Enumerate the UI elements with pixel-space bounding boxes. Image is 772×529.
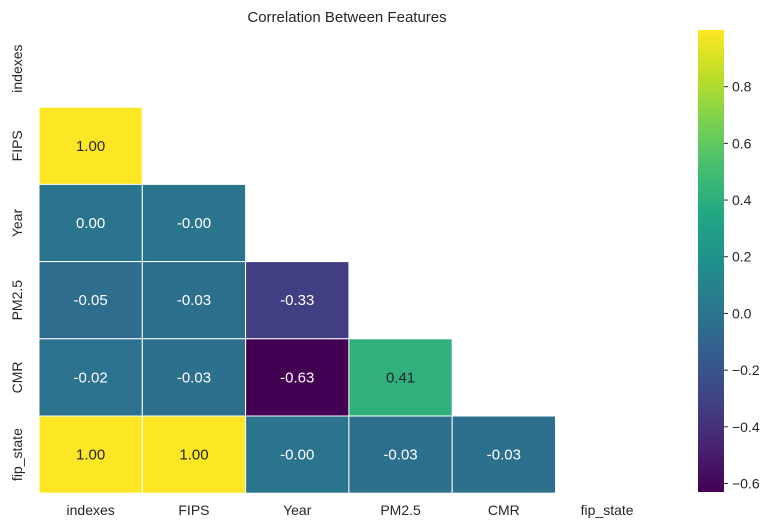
colorbar-gradient (698, 30, 724, 492)
x-tick-label: PM2.5 (380, 502, 421, 518)
colorbar-tick-label: 0.6 (732, 135, 752, 151)
cell-annotation: -0.03 (383, 447, 417, 464)
x-axis-tick-labels: indexes FIPS Year PM2.5 CMR fip_state (67, 502, 634, 518)
heatmap-cell-CMR-FIPS (141, 338, 247, 417)
cell-annotation: -0.03 (177, 369, 211, 386)
x-tick-label: Year (283, 502, 312, 518)
cell-annotation: 0.00 (76, 215, 105, 232)
heatmap-cell-fip_state-PM2.5 (348, 415, 453, 494)
y-tick-label: PM2.5 (9, 280, 25, 321)
y-axis-tick-labels: indexes FIPS Year PM2.5 CMR fip_state (9, 44, 25, 481)
heatmap-cell-fip_state-CMR (451, 415, 557, 494)
colorbar-tick-label: −0.4 (732, 419, 760, 435)
cell-annotation: -0.03 (487, 447, 521, 464)
heatmap-cell-PM2.5-indexes (38, 261, 143, 340)
cell-annotation: 1.00 (76, 138, 105, 155)
chart-title: Correlation Between Features (247, 9, 446, 26)
colorbar-tick-label: −0.2 (732, 362, 760, 378)
colorbar-tick-label: 0.0 (732, 305, 752, 321)
x-tick-label: indexes (67, 502, 115, 518)
cell-annotation: -0.63 (280, 369, 314, 386)
colorbar: −0.6 −0.4 −0.2 0.0 0.2 0.4 0.6 0.8 (698, 30, 760, 492)
heatmap-cell-Year-indexes (38, 183, 143, 263)
cell-annotation: 0.41 (386, 369, 415, 386)
heatmap-cell-fip_state-FIPS (141, 415, 247, 494)
cell-annotation: -0.00 (177, 215, 211, 232)
y-tick-label: indexes (9, 44, 25, 92)
heatmap-cells: 1.00 0.00 -0.00 -0.05 -0.03 -0.33 -0.02 -0.03 -0… (38, 106, 557, 494)
heatmap-cell-Year-FIPS (141, 183, 247, 263)
y-tick-label: Year (9, 209, 25, 238)
cell-annotation: -0.03 (177, 292, 211, 309)
heatmap-cell-PM2.5-FIPS (141, 261, 247, 340)
colorbar-tick-label: −0.6 (732, 475, 760, 491)
x-tick-label: CMR (488, 502, 520, 518)
x-tick-label: FIPS (178, 502, 209, 518)
heatmap-cell-PM2.5-Year (245, 261, 350, 340)
y-tick-label: CMR (9, 361, 25, 393)
cell-annotation: -0.02 (74, 369, 108, 386)
cell-annotation: 1.00 (76, 447, 105, 464)
colorbar-tick-label: 0.4 (732, 192, 752, 208)
y-tick-label: fip_state (9, 428, 25, 481)
colorbar-tick-label: 0.2 (732, 249, 752, 265)
cell-annotation: -0.33 (280, 292, 314, 309)
cell-annotation: -0.05 (74, 292, 108, 309)
heatmap-cell-CMR-PM2.5 (348, 338, 453, 417)
cell-annotation: 1.00 (179, 447, 208, 464)
heatmap-cell-FIPS-indexes (38, 106, 143, 185)
cell-annotation: -0.00 (280, 447, 314, 464)
y-tick-label: FIPS (9, 130, 25, 161)
x-tick-label: fip_state (581, 502, 634, 518)
heatmap-cell-fip_state-Year (245, 415, 350, 494)
colorbar-tick-label: 0.8 (732, 79, 752, 95)
